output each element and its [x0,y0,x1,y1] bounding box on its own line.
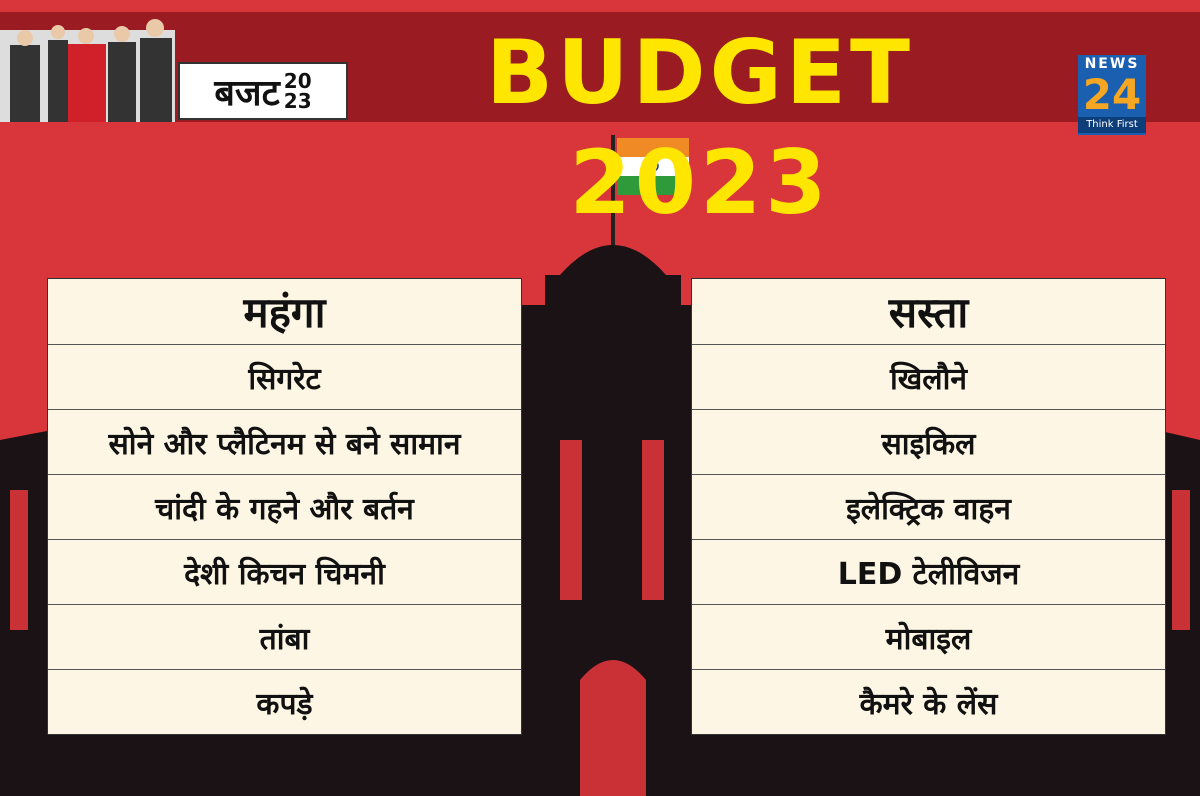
badge-year-bottom: 23 [283,89,312,113]
table-row: LED टेलीविजन [692,539,1165,604]
table-row: सोने और प्लैटिनम से बने सामान [48,409,521,474]
badge-year-top: 20 [283,69,312,93]
table-row: कैमरे के लेंस [692,669,1165,734]
budget-badge: बजट 20 23 [178,62,348,120]
news-logo: NEWS 24 Think First [1078,55,1146,135]
table-row: तांबा [48,604,521,669]
table-row: चांदी के गहने और बर्तन [48,474,521,539]
table-row: इलेक्ट्रिक वाहन [692,474,1165,539]
logo-tagline: Think First [1078,117,1146,133]
logo-top: NEWS [1084,56,1140,72]
table-heading: सस्ता [888,288,969,337]
table-heading: महंगा [243,288,326,337]
cheaper-table: सस्ता खिलौने साइकिल इलेक्ट्रिक वाहन LED टेली… [691,278,1166,735]
page-title: BUDGET 2023 [486,21,914,234]
table-row: साइकिल [692,409,1165,474]
costlier-table: महंगा सिगरेट सोने और प्लैटिनम से बने सामान… [47,278,522,735]
badge-text: बजट [214,72,280,114]
logo-number: 24 [1082,70,1142,119]
table-row: देशी किचन चिमनी [48,539,521,604]
table-row: कपड़े [48,669,521,734]
table-row: मोबाइल [692,604,1165,669]
badge-year: 20 23 [284,71,312,111]
table-row: खिलौने [692,344,1165,409]
table-row: सिगरेट [48,344,521,409]
